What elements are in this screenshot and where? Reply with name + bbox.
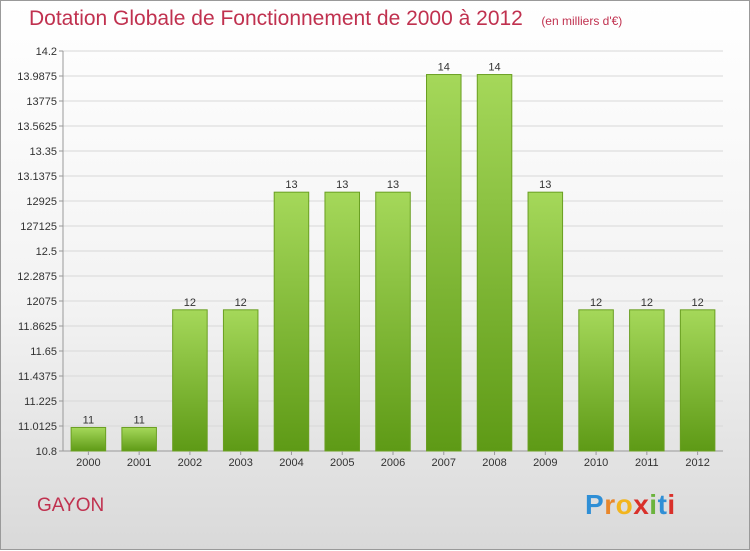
x-tick-label: 2008 [482, 457, 506, 469]
proxiti-logo: Proxiti [585, 489, 676, 521]
bar-value-label: 12 [184, 297, 196, 309]
x-tick-label: 2000 [76, 457, 100, 469]
logo-letter: P [585, 489, 605, 520]
logo-letter: x [633, 489, 650, 520]
y-tick-label: 13.9875 [17, 71, 57, 83]
logo-letter: r [604, 489, 616, 520]
bar [121, 426, 157, 452]
commune-name: GAYON [37, 495, 105, 516]
x-tick-label: 2002 [178, 457, 202, 469]
bar [324, 191, 360, 452]
x-tick-label: 2005 [330, 457, 354, 469]
x-tick-label: 2006 [381, 457, 405, 469]
x-tick-label: 2007 [432, 457, 456, 469]
bar-value-label: 13 [387, 179, 399, 191]
y-tick-label: 12075 [26, 296, 57, 308]
y-tick-label: 10.8 [36, 446, 57, 458]
bar [172, 309, 208, 452]
y-tick-label: 13.1375 [17, 171, 57, 183]
bar-value-label: 13 [285, 179, 297, 191]
bar [527, 191, 564, 452]
bar [629, 309, 665, 452]
logo-letter: i [667, 489, 676, 520]
y-tick-label: 11.4375 [18, 371, 57, 383]
y-tick-label: 11.0125 [18, 421, 57, 433]
x-tick-label: 2009 [533, 457, 557, 469]
y-tick-label: 12.2875 [17, 271, 57, 283]
bar-value-label: 11 [133, 414, 144, 426]
x-tick-label: 2001 [127, 457, 151, 469]
bar [273, 191, 310, 452]
bar [679, 309, 716, 452]
bar [426, 74, 462, 452]
bar-value-label: 14 [438, 62, 450, 74]
y-tick-label: 127125 [20, 221, 57, 233]
logo-letter: o [615, 489, 634, 520]
y-tick-label: 11.225 [24, 396, 57, 408]
x-tick-label: 2012 [685, 457, 709, 469]
logo-letter: i [649, 489, 658, 520]
x-tick-label: 2003 [228, 457, 252, 469]
x-tick-label: 2011 [635, 457, 659, 469]
chart-title: Dotation Globale de Fonctionnement de 20… [29, 7, 523, 30]
bar-value-label: 11 [83, 414, 94, 426]
y-tick-label: 12.5 [36, 246, 57, 258]
bar [476, 74, 513, 452]
bar [222, 309, 259, 452]
logo-letter: t [657, 489, 668, 520]
bar [70, 426, 107, 452]
y-tick-label: 11.8625 [18, 321, 57, 333]
bar-value-label: 14 [488, 62, 500, 74]
y-tick-label: 12925 [26, 196, 57, 208]
bar-value-label: 12 [691, 297, 703, 309]
x-tick-label: 2004 [279, 457, 303, 469]
y-tick-label: 11.65 [30, 346, 57, 358]
chart-title-row: Dotation Globale de Fonctionnement de 20… [29, 7, 622, 31]
y-tick-label: 13.35 [29, 146, 57, 158]
bar-value-label: 12 [235, 297, 247, 309]
bar [578, 309, 614, 452]
bar-value-label: 13 [336, 179, 348, 191]
y-tick-label: 13.5625 [17, 121, 57, 133]
y-tick-label: 13775 [26, 96, 57, 108]
bar-value-label: 13 [539, 179, 551, 191]
x-tick-label: 2010 [584, 457, 608, 469]
chart-subtitle: (en milliers d'€) [541, 14, 623, 28]
y-tick-label: 14.2 [36, 46, 57, 58]
bar-value-label: 12 [590, 297, 602, 309]
bar [375, 191, 411, 452]
bar-value-label: 12 [641, 297, 653, 309]
